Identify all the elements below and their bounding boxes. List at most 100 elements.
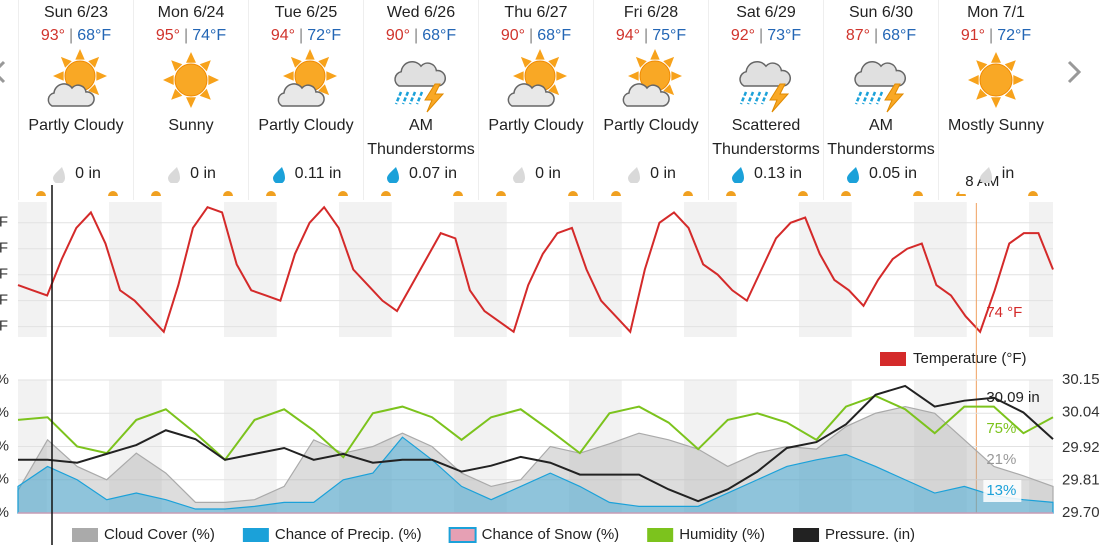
temp-separator: | [414, 27, 419, 44]
precip: 0 in [19, 162, 133, 186]
cloud [854, 60, 907, 87]
rain [408, 91, 417, 105]
sunset [798, 191, 808, 196]
next-arrow[interactable] [1067, 60, 1082, 84]
high-temp: 94° [615, 27, 641, 44]
day-temps: 87° | 68°F [824, 24, 938, 48]
sun-ray [318, 56, 330, 68]
rain [875, 91, 884, 105]
sun-ray [96, 71, 107, 81]
night-band [224, 202, 277, 337]
weather-icon [163, 52, 219, 108]
cloud [739, 60, 792, 87]
bolt [424, 83, 445, 113]
legend-swatch [72, 528, 98, 542]
sun-ray [1004, 88, 1016, 100]
sunset [568, 191, 578, 196]
day-tile: Tue 6/25 94° | 72°F Partly Cloudy 0.11 in [248, 0, 363, 200]
weather-icon [854, 60, 907, 113]
high-temp: 95° [155, 27, 181, 44]
day-tile: Fri 6/28 94° | 75°F Partly Cloudy 0 in [593, 0, 708, 200]
temp-separator: | [989, 27, 994, 44]
sunrise [381, 191, 391, 196]
condition: Sunny [168, 117, 214, 134]
condition: AM Thunderstorms [827, 117, 935, 158]
sunset [913, 191, 923, 196]
condition: Partly Cloudy [258, 117, 354, 134]
y2-tick-label: 29.81 [1062, 471, 1100, 488]
precip-drop [979, 167, 992, 183]
low-temp: 68°F [537, 27, 572, 44]
day-temps: 91° | 72°F [939, 24, 1053, 48]
day-temps: 92° | 73°F [709, 24, 823, 48]
weather-icon [507, 49, 567, 107]
sunrise [726, 191, 736, 196]
line [17, 394, 1054, 462]
legend-swatch [880, 352, 906, 366]
sun-ray [60, 56, 72, 68]
day-date: Wed 6/26 [386, 4, 456, 21]
high-temp: 87° [845, 27, 871, 44]
sun-ray [968, 75, 979, 85]
day-date: Sat 6/29 [736, 4, 796, 21]
bolt [769, 83, 790, 113]
sun-ray [991, 52, 1001, 63]
y-tick-label: % [0, 404, 9, 421]
rain [415, 91, 424, 105]
condition: Partly Cloudy [603, 117, 699, 134]
high-temp: 92° [730, 27, 756, 44]
day-tile: Mon 6/24 95° | 74°F Sunny 0 in [133, 0, 248, 200]
y2-tick-label: 29.70 [1062, 504, 1100, 521]
temp-separator: | [184, 27, 189, 44]
day-temps: 95° | 74°F [134, 24, 248, 48]
high-temp: 93° [40, 27, 66, 44]
legend-label: Humidity (%) [679, 526, 765, 543]
cursor-annotation: 30.09 in [986, 389, 1039, 406]
low-temp: 68°F [422, 27, 457, 44]
precip: 0.11 in [249, 162, 363, 186]
day-date: Sun 6/30 [848, 4, 914, 21]
day-tile: Wed 6/26 90° | 68°F AM Thunderstorms 0.07 in [363, 0, 478, 200]
day-date: Mon 7/1 [967, 4, 1025, 21]
cursor-annotation: 13% [986, 482, 1016, 499]
y2-tick-label: 30.04 [1062, 403, 1100, 420]
precip: 0 in [134, 162, 248, 186]
sun-ray [208, 75, 219, 85]
night-band [18, 202, 47, 337]
area [17, 436, 1054, 514]
precip-drop [386, 167, 399, 183]
sun-ray [628, 71, 639, 81]
sun-ray [199, 88, 211, 100]
low-temp: 72°F [307, 27, 342, 44]
cursor-annotation: 75% [986, 420, 1016, 437]
day-tile: Mon 7/1 91° | 72°F Mostly Sunny in [938, 0, 1053, 200]
precip-drop [731, 167, 744, 183]
sun-ray [283, 71, 294, 81]
sun-disc [979, 63, 1013, 97]
rain [394, 91, 403, 105]
sunrise [611, 191, 621, 196]
night-band [1029, 202, 1053, 337]
day-temps: 90° | 68°F [479, 24, 593, 48]
temp-separator: | [69, 27, 74, 44]
prev-arrow[interactable] [0, 60, 6, 84]
sunrise [266, 191, 276, 196]
drop [846, 167, 859, 183]
legend-label: Chance of Precip. (%) [275, 526, 422, 543]
y-tick-label: F [0, 318, 8, 335]
legend-label: Chance of Snow (%) [482, 526, 620, 543]
y-tick-label: % [0, 504, 9, 521]
legend-label: Temperature (°F) [913, 350, 1027, 367]
precip-drop [513, 167, 526, 183]
condition: Mostly Sunny [947, 117, 1045, 134]
day-temps: 94° | 75°F [594, 24, 708, 48]
sunset [1028, 191, 1038, 196]
precip-drop [628, 167, 641, 183]
sun-ray [671, 71, 682, 81]
sun-ray [186, 52, 196, 63]
sunset [338, 191, 348, 196]
precip-amount: 0 in [190, 165, 216, 182]
weather-icon [622, 49, 682, 107]
precip-amount: 0.05 in [868, 165, 918, 182]
sun-ray [290, 56, 302, 68]
